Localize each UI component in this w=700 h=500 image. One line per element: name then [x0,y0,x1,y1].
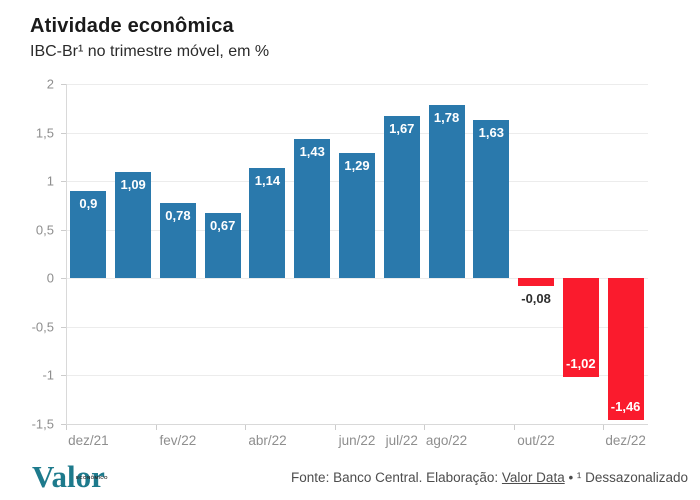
x-axis-tick [334,425,336,430]
y-tick-label: -1,5 [31,416,54,432]
gridline [66,326,648,328]
bar [70,190,107,279]
valor-logo-economico-label: ECONÔMICO [76,475,108,480]
bar [562,278,599,378]
y-axis-tick [61,181,66,183]
bar-value-label: 1,29 [344,157,370,173]
bar [428,105,465,279]
bar-value-label: 0,67 [210,218,236,234]
bar [204,213,241,279]
x-axis-tick [245,425,247,430]
bar [473,119,510,279]
y-axis-tick [61,132,66,134]
source-suffix: • ¹ Dessazonalizado [564,469,688,485]
gridline [66,375,648,377]
page-title: Atividade econômica [30,15,234,37]
x-tick-label: jul/22 [385,433,418,448]
chart-header: Atividade econômica IBC-Br¹ no trimestre… [0,0,700,62]
y-tick-label: 1,5 [35,125,54,141]
y-tick-label: -1 [42,367,54,383]
valor-logo-word: Valor [32,459,105,494]
plot-area: 0,9 dez/21 1,09 0,78 fev/22 0,67 1,14 abr/22 1,4… [61,84,648,448]
y-axis-tick [61,375,66,377]
x-tick-label: fev/22 [159,433,197,448]
bar [339,152,375,279]
y-axis: 2 1,5 1 0,5 0 -0,5 -1 -1,5 [0,77,60,432]
x-tick-label: dez/21 [68,433,109,448]
bar-value-label: 1,43 [299,144,325,160]
x-tick-label: out/22 [517,433,555,448]
bar-value-label: 1,09 [120,177,146,193]
y-axis-tick [61,326,66,328]
bar [294,139,331,279]
valor-logo: Valor ECONÔMICO [32,460,115,494]
x-axis-tick [603,425,605,430]
x-axis-tick [155,425,157,430]
bar [518,278,555,287]
bar-value-label: -1,02 [566,356,596,372]
source-prefix: Fonte: Banco Central. Elaboração: [291,469,502,485]
y-tick-label: -0,5 [31,319,54,335]
y-axis-tick [61,84,66,85]
chart-footer: Valor ECONÔMICO Fonte: Banco Central. El… [0,460,700,494]
x-axis-line [66,424,648,425]
valor-data-link[interactable]: Valor Data [501,469,565,485]
bar-value-label: 0,9 [79,195,98,211]
x-tick-label: dez/22 [605,433,646,448]
bar-value-label: -0,08 [521,291,551,307]
y-tick-label: 1 [46,173,54,189]
source-note: Fonte: Banco Central. Elaboração: Valor … [291,470,688,485]
x-tick-label: abr/22 [248,433,287,448]
y-tick-label: 0 [46,270,54,286]
y-axis-tick [61,424,66,425]
y-tick-label: 0,5 [35,222,54,238]
y-axis-tick [61,229,66,231]
bar [249,167,286,279]
bar-value-label: 1,78 [433,110,460,126]
x-axis-tick [513,425,515,430]
x-axis-tick [66,425,67,430]
gridline [66,132,648,134]
chart-subtitle: IBC-Br¹ no trimestre móvel, em % [30,43,270,60]
x-tick-label: jun/22 [338,433,376,448]
x-axis-tick [424,425,426,430]
x-tick-label: ago/22 [425,433,468,448]
y-tick-label: 2 [46,76,54,92]
bar [383,116,420,279]
bar-value-label: -1,46 [610,399,641,415]
bar-value-label: 1,63 [478,124,504,140]
bar-value-label: 1,14 [254,172,281,188]
bar-value-label: 0,78 [165,207,191,223]
y-axis-tick [61,278,66,280]
bar-value-label: 1,67 [389,121,415,137]
gridline [66,278,648,280]
y-axis-line [66,84,67,425]
bar [115,172,152,279]
bar [607,278,644,421]
gridline [66,84,648,85]
bar [159,202,196,279]
